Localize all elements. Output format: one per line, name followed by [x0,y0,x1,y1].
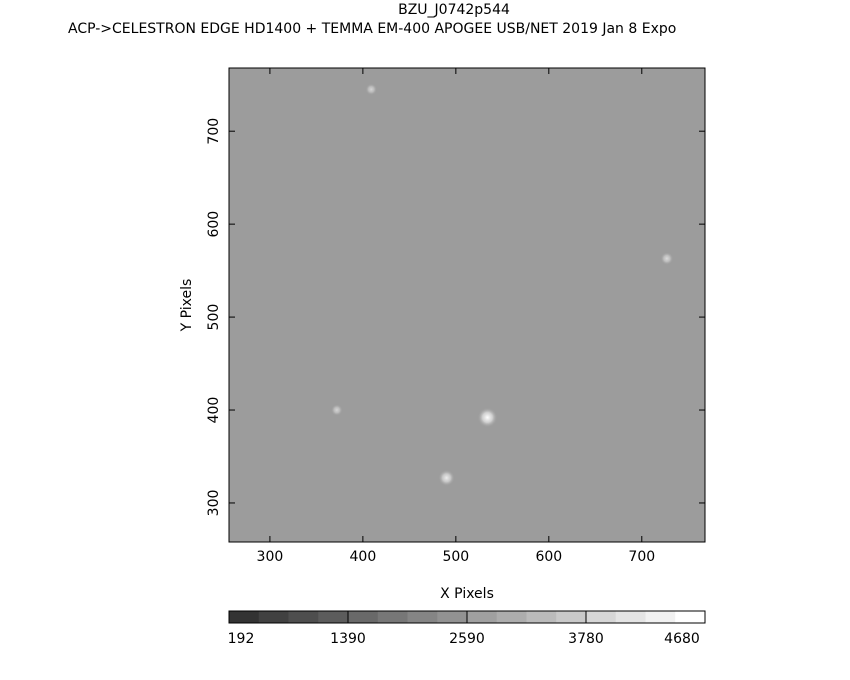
x-tick-label: 400 [350,549,377,565]
y-axis-label: Y Pixels [179,279,195,333]
colorbar-segment [496,611,527,623]
colorbar-segment [615,611,646,623]
plot-frame [228,67,706,543]
colorbar-segment [467,611,498,623]
colorbar-segment [586,611,617,623]
colorbar-segment [258,611,289,623]
star-source [365,83,378,96]
colorbar-segment [348,611,379,623]
colorbar-segment [229,611,260,623]
x-tick-label: 600 [535,549,562,565]
star-source [438,469,455,487]
colorbar-segment [318,611,349,623]
colorbar-tick-label: 1390 [330,631,366,647]
image-background [229,68,705,542]
x-tick-label: 700 [628,549,655,565]
colorbar-tick-label: 3780 [568,631,604,647]
colorbar-segment [675,611,706,623]
colorbar-segment [377,611,408,623]
colorbar-segment [288,611,319,623]
star-source [477,407,498,428]
colorbar-segment [556,611,587,623]
x-tick-label: 500 [442,549,469,565]
x-axis-label: X Pixels [440,586,494,602]
colorbar-tick-label: 2590 [449,631,485,647]
colorbar-segment [645,611,676,623]
x-tick-label: 300 [257,549,284,565]
y-tick-label: 300 [206,490,222,517]
y-tick-label: 400 [206,397,222,424]
chart-title: BZU_J0742p544 [398,2,510,18]
y-tick-label: 700 [206,118,222,145]
colorbar-segment [526,611,557,623]
star-source [331,404,343,416]
colorbar-segment [437,611,468,623]
colorbar-tick-label: 4680 [664,631,700,647]
y-tick-label: 500 [206,304,222,331]
colorbar-tick-label: 192 [228,631,255,647]
star-source [660,252,674,265]
chart-subtitle: ACP->CELESTRON EDGE HD1400 + TEMMA EM-40… [68,21,677,37]
colorbar-segment [407,611,438,623]
y-tick-label: 600 [206,211,222,238]
